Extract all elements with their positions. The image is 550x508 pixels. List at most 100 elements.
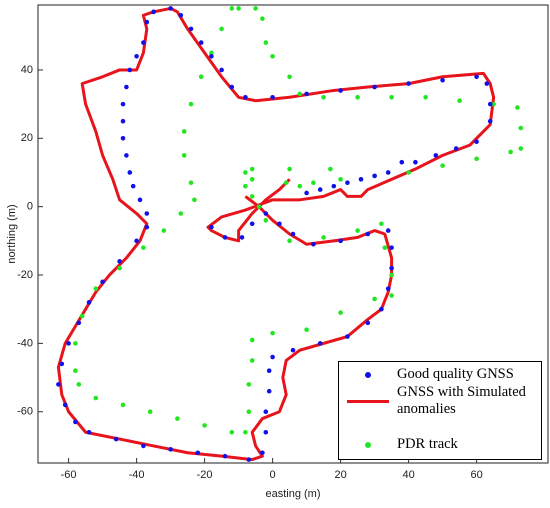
track-point [317, 187, 323, 192]
track-point [355, 94, 360, 100]
track-point [93, 395, 99, 401]
track-point [249, 166, 255, 172]
track-point [338, 177, 343, 182]
track-point [266, 368, 272, 374]
track-point [290, 347, 296, 353]
track-point [263, 218, 269, 223]
track-point [382, 245, 388, 250]
track-point [246, 409, 252, 415]
track-point [304, 190, 309, 196]
track-point [195, 450, 201, 456]
track-point [130, 183, 136, 189]
track-point [266, 388, 272, 394]
x-tick-label: -20 [197, 469, 213, 481]
legend-label: GNSS with Simulated anomalies [397, 384, 526, 417]
track-point [56, 382, 61, 387]
track-point [277, 221, 282, 227]
track-point [219, 26, 224, 32]
x-tick-label: 0 [270, 469, 276, 481]
track-point [515, 105, 520, 110]
track-point [297, 91, 303, 97]
track-point [144, 211, 150, 216]
legend-symbol [365, 371, 371, 378]
track-point [62, 402, 68, 408]
x-tick-label: 60 [470, 469, 482, 481]
track-point [440, 163, 445, 168]
track-point [487, 118, 493, 124]
track-point [222, 235, 228, 240]
track-point [73, 419, 78, 425]
track-point [365, 231, 371, 237]
track-point [246, 382, 252, 387]
track-point [345, 334, 350, 339]
track-point [127, 67, 133, 73]
legend-symbol [365, 441, 371, 448]
track-point [141, 245, 146, 250]
track-point [321, 94, 326, 100]
track-point [243, 170, 248, 175]
track-point [76, 382, 82, 387]
track-point [249, 337, 255, 343]
track-point [198, 40, 204, 45]
track-point [304, 91, 309, 97]
track-point [147, 409, 153, 415]
track-point [372, 296, 377, 302]
track-point [389, 94, 394, 100]
track-point [263, 40, 269, 45]
track-point [508, 149, 513, 155]
track-point [385, 170, 391, 175]
track-point [66, 341, 71, 346]
track-point [178, 211, 184, 216]
y-tick-label: -20 [17, 269, 33, 281]
track-point [283, 180, 289, 186]
track-point [311, 180, 316, 186]
track-point [321, 235, 326, 240]
track-point [79, 313, 85, 319]
track-point [440, 77, 445, 83]
track-point [86, 429, 92, 435]
track-point [113, 436, 119, 442]
track-point [178, 12, 184, 18]
track-point [219, 67, 224, 73]
track-point [484, 81, 490, 86]
track-point [328, 166, 333, 172]
y-tick-label: 20 [21, 132, 33, 144]
track-point [243, 429, 248, 435]
track-point [263, 429, 269, 435]
track-point [355, 228, 360, 233]
legend-label: Good quality GNSS [397, 366, 514, 382]
track-point [168, 6, 173, 11]
track-point [389, 293, 394, 298]
track-point [249, 177, 255, 182]
y-tick-label: 0 [27, 201, 33, 213]
track-point [365, 320, 371, 326]
track-point [181, 153, 187, 158]
track-line [56, 6, 496, 462]
track-point [117, 259, 122, 264]
track-point [249, 221, 255, 227]
track-point [413, 159, 418, 165]
track-point [188, 180, 194, 186]
x-tick-label: 40 [402, 469, 414, 481]
track-point [518, 125, 524, 131]
track-point [120, 118, 126, 124]
track-point [518, 146, 524, 151]
x-tick-label: -40 [129, 469, 145, 481]
track-point [270, 53, 275, 59]
track-point [389, 245, 394, 250]
track-point [188, 26, 194, 32]
track-point [59, 361, 65, 367]
track-point [304, 327, 309, 333]
plot-frame [37, 4, 549, 464]
track-point [192, 197, 197, 203]
track-point [168, 447, 173, 452]
track-point [297, 183, 303, 189]
track-point [209, 224, 214, 230]
track-point [239, 235, 245, 240]
track-point [117, 265, 122, 271]
track-point [406, 170, 411, 175]
track-point [389, 265, 394, 271]
y-axis-label: northing (m) [6, 204, 18, 263]
track-point [188, 101, 194, 107]
track-point [222, 453, 228, 459]
